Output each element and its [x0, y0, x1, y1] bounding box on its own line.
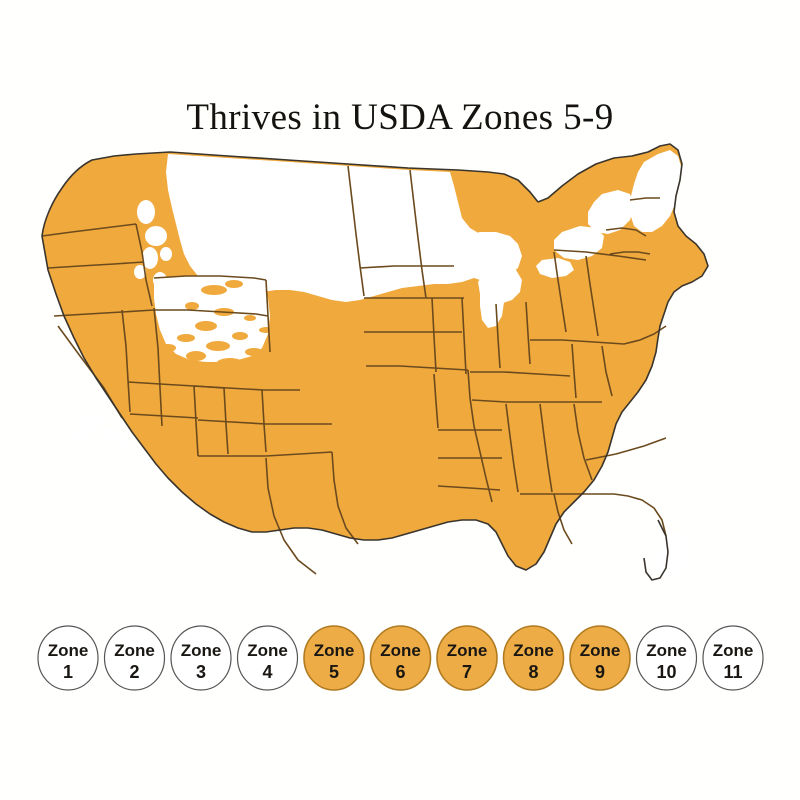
zone-word-label: Zone — [580, 641, 621, 660]
zone-word-label: Zone — [513, 641, 554, 660]
zone-word-label: Zone — [314, 641, 355, 660]
legend-zone-10[interactable]: Zone 10 — [635, 625, 698, 691]
zone-circle[interactable] — [236, 625, 299, 691]
zone-circle[interactable] — [569, 625, 631, 691]
zone-word-label: Zone — [48, 641, 89, 660]
state-borders — [41, 165, 667, 575]
zone-circle[interactable] — [369, 625, 432, 691]
zone-word-label: Zone — [447, 641, 488, 660]
legend-zone-6[interactable]: Zone 6 — [369, 625, 432, 691]
zone-number-label: 2 — [129, 662, 139, 682]
legend-zone-4[interactable]: Zone 4 — [236, 625, 299, 691]
zone-number-label: 9 — [595, 662, 605, 682]
zone-circle[interactable] — [436, 625, 498, 691]
legend-zone-9[interactable]: Zone 9 — [569, 625, 631, 691]
zone-number-label: 8 — [528, 662, 538, 682]
zone-circle[interactable] — [170, 625, 232, 691]
zone-word-label: Zone — [247, 641, 288, 660]
zone-circle[interactable] — [37, 625, 99, 691]
zone-word-label: Zone — [646, 641, 687, 660]
map-outline — [41, 143, 709, 581]
zone-circle[interactable] — [103, 625, 166, 691]
zone-number-label: 10 — [656, 662, 676, 682]
legend-zone-2[interactable]: Zone 2 — [103, 625, 166, 691]
zone-word-label: Zone — [380, 641, 421, 660]
zone-number-label: 1 — [63, 662, 73, 682]
zone-legend-row: Zone 1 Zone 2 Zone 3 Zone 4 Zone 5 Zone 6 Zone 7 Zone 8… — [0, 612, 800, 706]
page-title: Thrives in USDA Zones 5-9 — [186, 97, 614, 138]
zone-circle[interactable] — [303, 625, 365, 691]
legend-zone-11[interactable]: Zone 11 — [702, 625, 764, 691]
zone-circle[interactable] — [502, 625, 565, 691]
zone-word-label: Zone — [114, 641, 155, 660]
zone-number-label: 3 — [196, 662, 206, 682]
map-excluded-regions — [72, 150, 690, 580]
legend-zone-3[interactable]: Zone 3 — [170, 625, 232, 691]
map-container — [18, 140, 782, 610]
zone-number-label: 7 — [462, 662, 472, 682]
legend-zone-1[interactable]: Zone 1 — [37, 625, 99, 691]
zone-number-label: 11 — [723, 662, 742, 682]
zone-number-label: 4 — [262, 662, 272, 682]
zone-word-label: Zone — [181, 641, 222, 660]
usa-hardiness-map — [41, 143, 709, 581]
zone-circle[interactable] — [635, 625, 698, 691]
legend-zone-8[interactable]: Zone 8 — [502, 625, 565, 691]
zone-number-label: 6 — [395, 662, 405, 682]
zone-circle[interactable] — [702, 625, 764, 691]
zone-word-label: Zone — [713, 641, 754, 660]
legend-zone-5[interactable]: Zone 5 — [303, 625, 365, 691]
zone-legend-svg: Zone 1 Zone 2 Zone 3 Zone 4 Zone 5 Zone 6 Zone 7 Zone 8… — [37, 625, 764, 691]
zone-number-label: 5 — [329, 662, 339, 682]
legend-zone-7[interactable]: Zone 7 — [436, 625, 498, 691]
